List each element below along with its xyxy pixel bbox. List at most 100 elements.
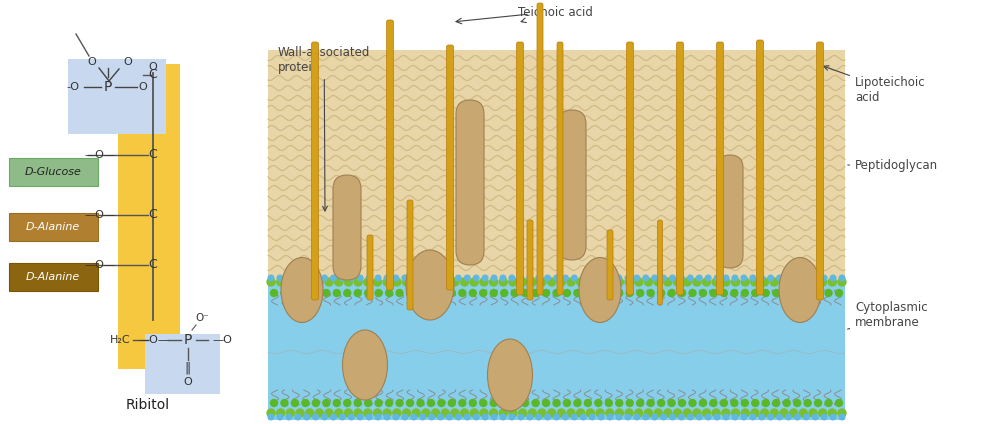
Circle shape xyxy=(402,409,410,417)
Circle shape xyxy=(732,409,740,417)
Circle shape xyxy=(799,278,807,286)
Circle shape xyxy=(752,399,759,407)
Circle shape xyxy=(830,414,836,420)
Circle shape xyxy=(335,409,343,417)
Circle shape xyxy=(606,409,614,417)
Circle shape xyxy=(385,290,392,296)
Circle shape xyxy=(429,275,434,281)
Circle shape xyxy=(752,290,759,296)
Circle shape xyxy=(366,275,372,281)
Circle shape xyxy=(304,414,310,420)
Text: O: O xyxy=(184,377,193,387)
FancyBboxPatch shape xyxy=(537,3,543,295)
Circle shape xyxy=(281,399,288,407)
FancyBboxPatch shape xyxy=(527,220,533,300)
Circle shape xyxy=(422,278,430,286)
Circle shape xyxy=(383,278,391,286)
Circle shape xyxy=(480,399,487,407)
Circle shape xyxy=(480,278,488,286)
Circle shape xyxy=(474,414,479,420)
Circle shape xyxy=(536,275,541,281)
Circle shape xyxy=(500,275,505,281)
Circle shape xyxy=(451,278,459,286)
Bar xyxy=(68,59,166,134)
FancyBboxPatch shape xyxy=(676,42,683,295)
Circle shape xyxy=(693,278,701,286)
Circle shape xyxy=(509,414,514,420)
Circle shape xyxy=(634,414,639,420)
Circle shape xyxy=(325,409,333,417)
Circle shape xyxy=(804,290,811,296)
Circle shape xyxy=(699,290,706,296)
Text: Ribitol: Ribitol xyxy=(126,398,170,412)
FancyBboxPatch shape xyxy=(657,220,662,305)
Circle shape xyxy=(590,275,595,281)
Circle shape xyxy=(587,409,595,417)
Circle shape xyxy=(699,399,706,407)
Circle shape xyxy=(741,275,747,281)
Circle shape xyxy=(574,290,581,296)
Circle shape xyxy=(654,409,662,417)
FancyBboxPatch shape xyxy=(386,20,393,290)
Circle shape xyxy=(705,275,711,281)
FancyBboxPatch shape xyxy=(456,100,484,265)
Circle shape xyxy=(637,399,643,407)
Circle shape xyxy=(669,275,675,281)
Circle shape xyxy=(741,414,747,420)
Circle shape xyxy=(608,414,613,420)
Circle shape xyxy=(625,409,634,417)
Circle shape xyxy=(732,275,738,281)
Circle shape xyxy=(461,409,469,417)
Circle shape xyxy=(773,399,780,407)
Circle shape xyxy=(635,278,642,286)
Circle shape xyxy=(393,414,399,420)
Circle shape xyxy=(313,275,319,281)
Circle shape xyxy=(763,290,770,296)
Circle shape xyxy=(768,414,774,420)
Circle shape xyxy=(313,414,319,420)
Circle shape xyxy=(554,275,559,281)
Circle shape xyxy=(449,399,456,407)
Circle shape xyxy=(673,278,681,286)
FancyBboxPatch shape xyxy=(333,175,361,280)
Circle shape xyxy=(616,414,622,420)
Circle shape xyxy=(441,278,449,286)
Text: Cytoplasmic
membrane: Cytoplasmic membrane xyxy=(848,301,927,329)
Circle shape xyxy=(616,278,624,286)
Circle shape xyxy=(585,399,592,407)
Circle shape xyxy=(316,409,324,417)
Circle shape xyxy=(364,290,371,296)
Circle shape xyxy=(427,399,435,407)
Circle shape xyxy=(789,278,797,286)
Circle shape xyxy=(608,275,613,281)
Circle shape xyxy=(422,409,430,417)
Circle shape xyxy=(492,414,496,420)
Circle shape xyxy=(809,409,817,417)
Circle shape xyxy=(363,409,371,417)
Circle shape xyxy=(527,275,532,281)
Circle shape xyxy=(705,414,711,420)
Circle shape xyxy=(364,399,371,407)
Circle shape xyxy=(396,290,403,296)
Circle shape xyxy=(459,399,466,407)
Circle shape xyxy=(590,414,595,420)
Circle shape xyxy=(678,414,684,420)
Circle shape xyxy=(277,409,285,417)
Circle shape xyxy=(344,290,351,296)
Circle shape xyxy=(553,399,560,407)
Circle shape xyxy=(393,278,401,286)
Circle shape xyxy=(296,409,304,417)
Circle shape xyxy=(768,275,774,281)
Circle shape xyxy=(741,278,750,286)
Text: Peptidoglycan: Peptidoglycan xyxy=(848,159,938,171)
Circle shape xyxy=(270,399,277,407)
Circle shape xyxy=(267,278,275,286)
Circle shape xyxy=(313,290,320,296)
Circle shape xyxy=(470,290,477,296)
Circle shape xyxy=(518,414,523,420)
Text: -O: -O xyxy=(67,82,79,92)
Circle shape xyxy=(616,275,622,281)
Circle shape xyxy=(785,275,791,281)
Circle shape xyxy=(296,278,304,286)
Circle shape xyxy=(581,275,586,281)
